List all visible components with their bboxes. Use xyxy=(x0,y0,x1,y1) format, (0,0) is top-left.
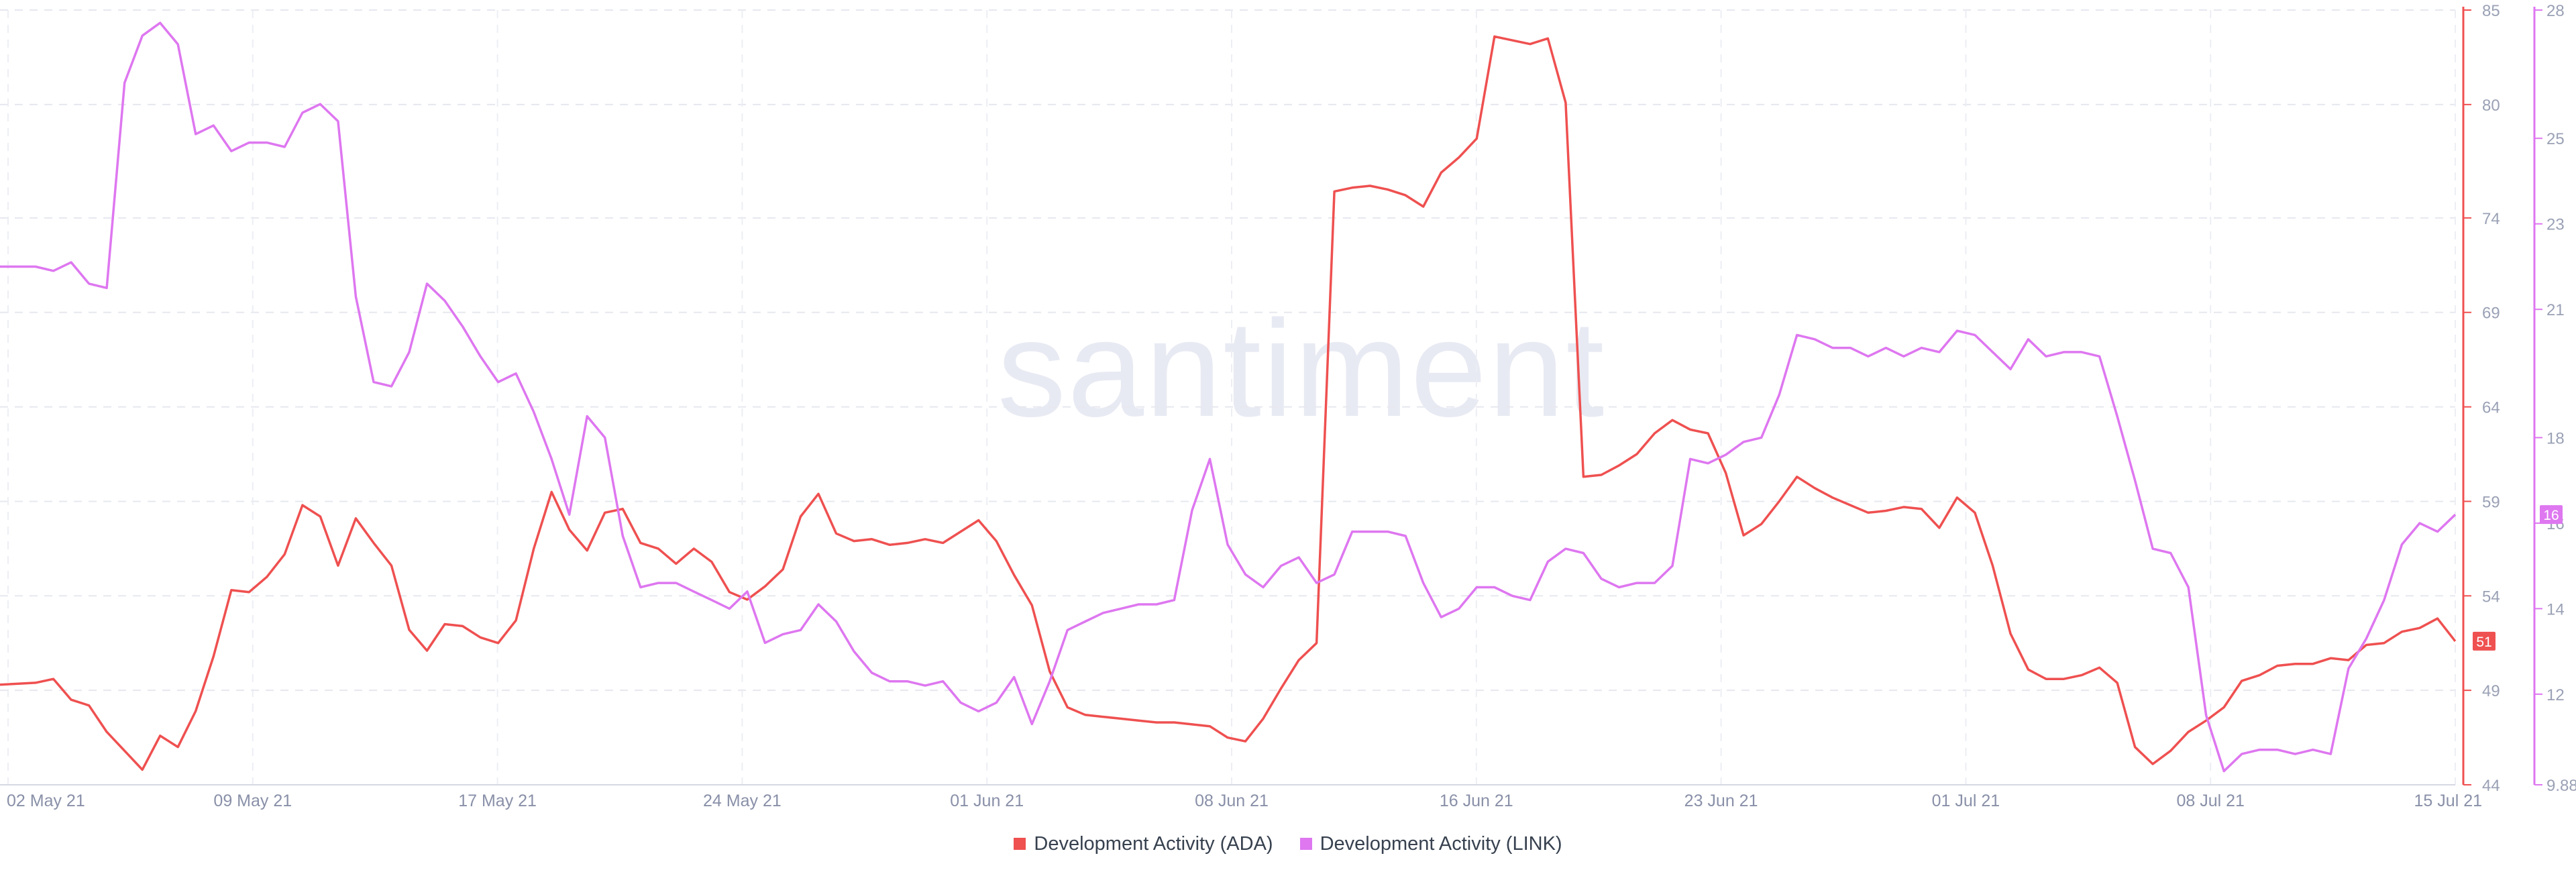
current-value-badge-link xyxy=(2540,505,2563,525)
legend-item-link[interactable]: Development Activity (LINK) xyxy=(1299,832,1562,855)
y-left-tick-label: 44 xyxy=(2482,777,2500,795)
x-tick-label: 02 May 21 xyxy=(7,792,85,810)
y-right-tick-label: 25 xyxy=(2546,130,2565,148)
y-left-tick-label: 64 xyxy=(2482,399,2500,417)
y-right-tick-label: 23 xyxy=(2546,216,2565,234)
y-left-tick-label: 85 xyxy=(2482,2,2500,20)
legend-swatch-ada xyxy=(1014,838,1026,850)
x-tick-label: 23 Jun 21 xyxy=(1684,792,1758,810)
series-line-ada xyxy=(0,35,2457,771)
x-tick-label: 08 Jun 21 xyxy=(1195,792,1269,810)
series-line-link xyxy=(0,21,2457,773)
current-value-badge-ada xyxy=(2473,631,2496,651)
y-left-tick-label: 80 xyxy=(2482,97,2500,115)
x-tick-label: 01 Jun 21 xyxy=(950,792,1024,810)
legend-label-ada: Development Activity (ADA) xyxy=(1034,832,1273,855)
current-value-label-ada: 51 xyxy=(2476,635,2491,650)
y-left-tick-label: 69 xyxy=(2482,305,2500,323)
y-right-tick-label: 12 xyxy=(2546,686,2565,704)
legend-label-link: Development Activity (LINK) xyxy=(1320,832,1562,855)
y-left-tick-label: 49 xyxy=(2482,682,2500,700)
y-left-tick-label: 54 xyxy=(2482,588,2500,606)
y-right-tick-label: 18 xyxy=(2546,429,2565,447)
x-tick-label: 24 May 21 xyxy=(703,792,782,810)
watermark: santiment xyxy=(997,292,1606,445)
y-left-tick-label: 59 xyxy=(2482,493,2500,511)
y-right-tick-label: 14 xyxy=(2546,600,2565,618)
legend-item-ada[interactable]: Development Activity (ADA) xyxy=(1014,833,1273,855)
current-value-label-link: 16 xyxy=(2543,508,2559,523)
x-tick-label: 17 May 21 xyxy=(458,792,537,810)
x-tick-label: 15 Jul 21 xyxy=(2414,792,2482,810)
y-right-tick-label: 9.88 xyxy=(2546,777,2576,795)
y-right-tick-label: 28 xyxy=(2546,2,2565,20)
x-tick-label: 08 Jul 21 xyxy=(2176,792,2244,810)
x-tick-label: 01 Jul 21 xyxy=(1932,792,2000,810)
y-left-tick-label: 74 xyxy=(2482,210,2500,228)
legend-swatch-link xyxy=(1299,838,1312,850)
y-right-tick-label: 21 xyxy=(2546,301,2565,319)
x-tick-label: 16 Jun 21 xyxy=(1440,792,1513,810)
x-tick-label: 09 May 21 xyxy=(213,792,292,810)
legend: Development Activity (ADA) Development A… xyxy=(0,830,2576,857)
